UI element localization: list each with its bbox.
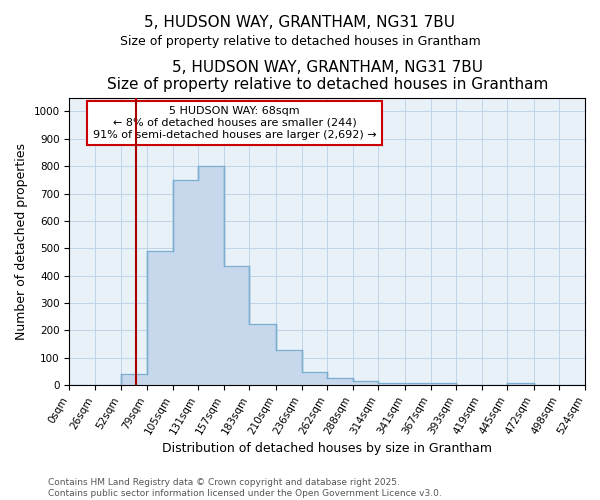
Text: 5 HUDSON WAY: 68sqm
← 8% of detached houses are smaller (244)
91% of semi-detach: 5 HUDSON WAY: 68sqm ← 8% of detached hou…: [92, 106, 376, 140]
Text: 5, HUDSON WAY, GRANTHAM, NG31 7BU: 5, HUDSON WAY, GRANTHAM, NG31 7BU: [145, 15, 455, 30]
Text: Contains HM Land Registry data © Crown copyright and database right 2025.
Contai: Contains HM Land Registry data © Crown c…: [48, 478, 442, 498]
Y-axis label: Number of detached properties: Number of detached properties: [15, 143, 28, 340]
Title: 5, HUDSON WAY, GRANTHAM, NG31 7BU
Size of property relative to detached houses i: 5, HUDSON WAY, GRANTHAM, NG31 7BU Size o…: [107, 60, 548, 92]
X-axis label: Distribution of detached houses by size in Grantham: Distribution of detached houses by size …: [162, 442, 492, 455]
Text: Size of property relative to detached houses in Grantham: Size of property relative to detached ho…: [119, 35, 481, 48]
